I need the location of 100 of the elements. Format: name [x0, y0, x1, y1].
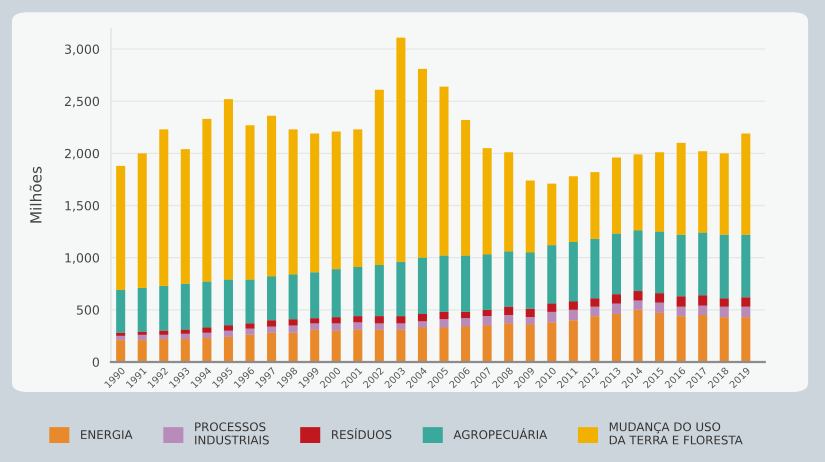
bar — [310, 134, 320, 272]
bar — [439, 86, 449, 256]
bar — [676, 306, 686, 316]
bar — [439, 328, 449, 362]
bar — [202, 332, 212, 338]
bar — [418, 328, 427, 362]
y-tick-label: 2,000 — [64, 148, 100, 160]
bar — [159, 330, 168, 335]
bar — [568, 176, 578, 242]
bar — [720, 298, 729, 307]
bar — [418, 68, 427, 258]
bar — [288, 325, 298, 333]
bar — [138, 340, 147, 362]
bar — [526, 180, 535, 252]
bar — [159, 339, 168, 362]
bar — [612, 158, 621, 234]
bar — [504, 306, 514, 316]
y-tick-label: 500 — [76, 305, 100, 315]
bar — [332, 317, 341, 324]
bar — [741, 317, 750, 362]
bar — [461, 318, 470, 327]
bar — [698, 151, 708, 233]
bar — [224, 99, 233, 280]
bar — [633, 230, 643, 292]
bar — [633, 154, 643, 231]
bar — [374, 323, 384, 330]
bar — [245, 125, 255, 280]
y-tick-label: 1,000 — [65, 253, 100, 264]
bar — [526, 252, 535, 309]
bar — [310, 323, 320, 330]
bar — [676, 296, 686, 307]
bar — [482, 254, 492, 310]
bar — [655, 293, 664, 303]
bar — [590, 172, 600, 239]
bar — [504, 315, 514, 324]
bar — [116, 332, 126, 336]
bar — [461, 120, 470, 256]
bar — [374, 264, 384, 316]
bar — [245, 328, 255, 335]
bar — [180, 284, 190, 330]
legend-label: ENERGIA — [81, 430, 133, 440]
bar — [590, 298, 600, 307]
bar — [720, 153, 729, 235]
bar — [526, 317, 535, 324]
bar — [612, 234, 621, 294]
bar — [310, 318, 320, 324]
bar — [116, 166, 126, 290]
bar — [332, 131, 341, 270]
bar — [245, 323, 255, 329]
bar — [353, 129, 362, 268]
bar — [267, 326, 276, 333]
y-tick-label: 3,000 — [65, 44, 100, 56]
bar — [202, 338, 212, 362]
bar — [396, 323, 406, 330]
bar — [676, 142, 686, 235]
bar — [461, 326, 470, 362]
bar — [568, 301, 578, 310]
bar — [202, 282, 212, 328]
bar — [224, 336, 233, 362]
bar — [482, 148, 492, 255]
bar — [547, 245, 556, 304]
bar — [720, 317, 729, 362]
bar — [332, 323, 341, 331]
bar — [418, 321, 427, 328]
bar — [655, 302, 664, 313]
bar — [310, 272, 320, 318]
bar — [288, 129, 298, 274]
bar — [741, 297, 750, 307]
bar — [547, 304, 556, 312]
bar — [396, 316, 406, 324]
legend-label: RESÍDUOS — [332, 428, 392, 440]
bar — [202, 118, 212, 282]
bar — [633, 310, 643, 362]
bar — [439, 312, 449, 320]
bar — [310, 330, 320, 362]
bar — [504, 323, 514, 362]
bar — [612, 294, 621, 304]
bar — [267, 320, 276, 327]
bar — [741, 306, 750, 318]
bar — [482, 310, 492, 316]
bar — [159, 286, 168, 331]
bar — [655, 152, 664, 232]
bar — [374, 90, 384, 265]
bar — [676, 316, 686, 362]
y-axis-title: Milhões — [30, 166, 42, 223]
bar — [224, 325, 233, 331]
bar — [526, 308, 535, 318]
bar — [138, 332, 147, 335]
bar — [224, 330, 233, 337]
bar — [568, 310, 578, 320]
y-tick-label: 0 — [92, 357, 100, 367]
bar — [676, 234, 686, 296]
bar — [288, 319, 298, 326]
bar — [720, 234, 729, 298]
bar — [655, 312, 664, 362]
bar — [396, 262, 406, 316]
bar — [461, 256, 470, 312]
bar — [353, 322, 362, 330]
legend-label: AGROPECUÁRIA — [454, 428, 548, 440]
bar — [741, 134, 750, 235]
